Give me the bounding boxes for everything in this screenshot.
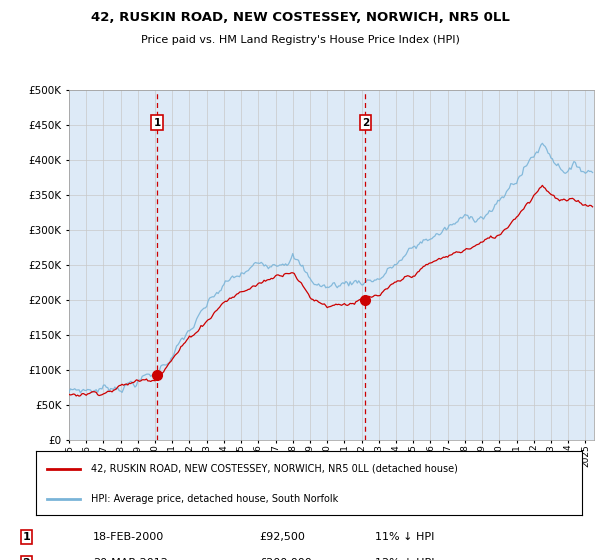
Text: 1: 1 — [23, 533, 30, 543]
Text: 2: 2 — [23, 558, 30, 560]
Text: HPI: Average price, detached house, South Norfolk: HPI: Average price, detached house, Sout… — [91, 494, 338, 504]
Text: 2: 2 — [362, 118, 369, 128]
Text: £200,000: £200,000 — [260, 558, 313, 560]
Text: 11% ↓ HPI: 11% ↓ HPI — [375, 533, 434, 543]
Bar — [157, 90, 365, 440]
Text: 18-FEB-2000: 18-FEB-2000 — [92, 533, 164, 543]
Text: 1: 1 — [154, 118, 161, 128]
Text: £92,500: £92,500 — [260, 533, 305, 543]
Text: 42, RUSKIN ROAD, NEW COSTESSEY, NORWICH, NR5 0LL: 42, RUSKIN ROAD, NEW COSTESSEY, NORWICH,… — [91, 11, 509, 24]
Text: 42, RUSKIN ROAD, NEW COSTESSEY, NORWICH, NR5 0LL (detached house): 42, RUSKIN ROAD, NEW COSTESSEY, NORWICH,… — [91, 464, 457, 474]
Text: 12% ↓ HPI: 12% ↓ HPI — [375, 558, 434, 560]
Text: Price paid vs. HM Land Registry's House Price Index (HPI): Price paid vs. HM Land Registry's House … — [140, 35, 460, 45]
Text: 20-MAR-2012: 20-MAR-2012 — [92, 558, 167, 560]
